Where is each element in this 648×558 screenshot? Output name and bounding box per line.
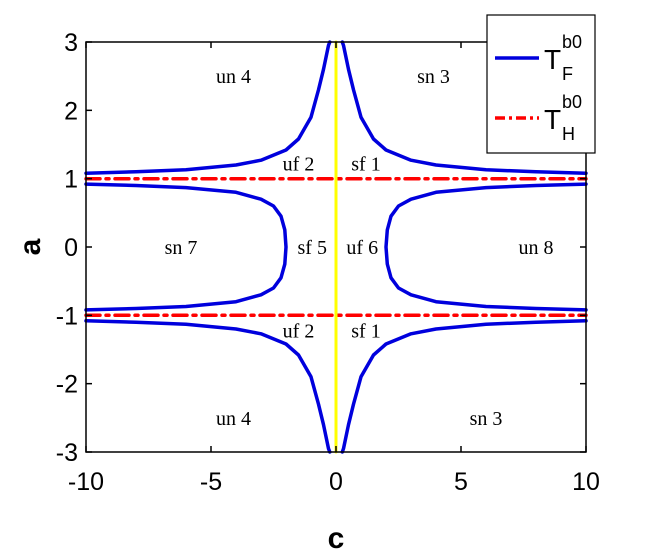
y-axis-label: a (14, 238, 47, 255)
series-0-curve-5 (384, 182, 588, 312)
region-label: uf 6 (346, 237, 378, 259)
legend-label-base: T (544, 44, 561, 75)
legend-label-sub: F (562, 64, 573, 84)
x-tick-label: -10 (68, 468, 104, 496)
series-0-curve-0 (84, 40, 332, 175)
legend-label-sup: b0 (562, 92, 582, 112)
x-tick-label: 5 (454, 468, 468, 496)
region-label: un 8 (519, 237, 554, 259)
region-label: uf 2 (283, 154, 315, 176)
region-label: sf 5 (298, 237, 327, 259)
legend-label-base: T (544, 104, 561, 135)
y-tick-label: 3 (64, 29, 78, 57)
x-tick-label: -5 (200, 468, 222, 496)
y-tick-label: -3 (56, 439, 78, 467)
legend-label-sup: b0 (562, 32, 582, 52)
x-tick-label: 0 (329, 468, 343, 496)
legend-label-sub: H (562, 124, 575, 144)
region-label: un 4 (216, 408, 251, 430)
x-tick-label: 10 (572, 468, 600, 496)
region-label: sf 1 (351, 320, 380, 342)
series-0-curve-3 (340, 319, 588, 454)
y-tick-label: -2 (56, 371, 78, 399)
region-label: sn 7 (165, 237, 198, 259)
chart-curves (84, 40, 588, 454)
region-label: sn 3 (417, 66, 450, 88)
region-label: un 4 (216, 66, 251, 88)
region-label: uf 2 (283, 320, 315, 342)
region-label: sn 3 (470, 408, 503, 430)
series-0-curve-2 (84, 319, 332, 454)
y-tick-label: 0 (64, 234, 78, 262)
legend-box (486, 14, 596, 154)
x-axis-label: c (328, 522, 345, 555)
region-annotations: un 4 sn 3 uf 2 sf 1 sn 7 sf 5 uf 6 un 8 uf 2 sf 1… (165, 66, 554, 430)
series-0-curve-1 (340, 40, 588, 175)
y-tick-label: 2 (64, 97, 78, 125)
region-label: sf 1 (351, 154, 380, 176)
y-tick-label: -1 (56, 302, 78, 330)
y-tick-label: 1 (64, 166, 78, 194)
series-0-curve-4 (84, 182, 288, 312)
